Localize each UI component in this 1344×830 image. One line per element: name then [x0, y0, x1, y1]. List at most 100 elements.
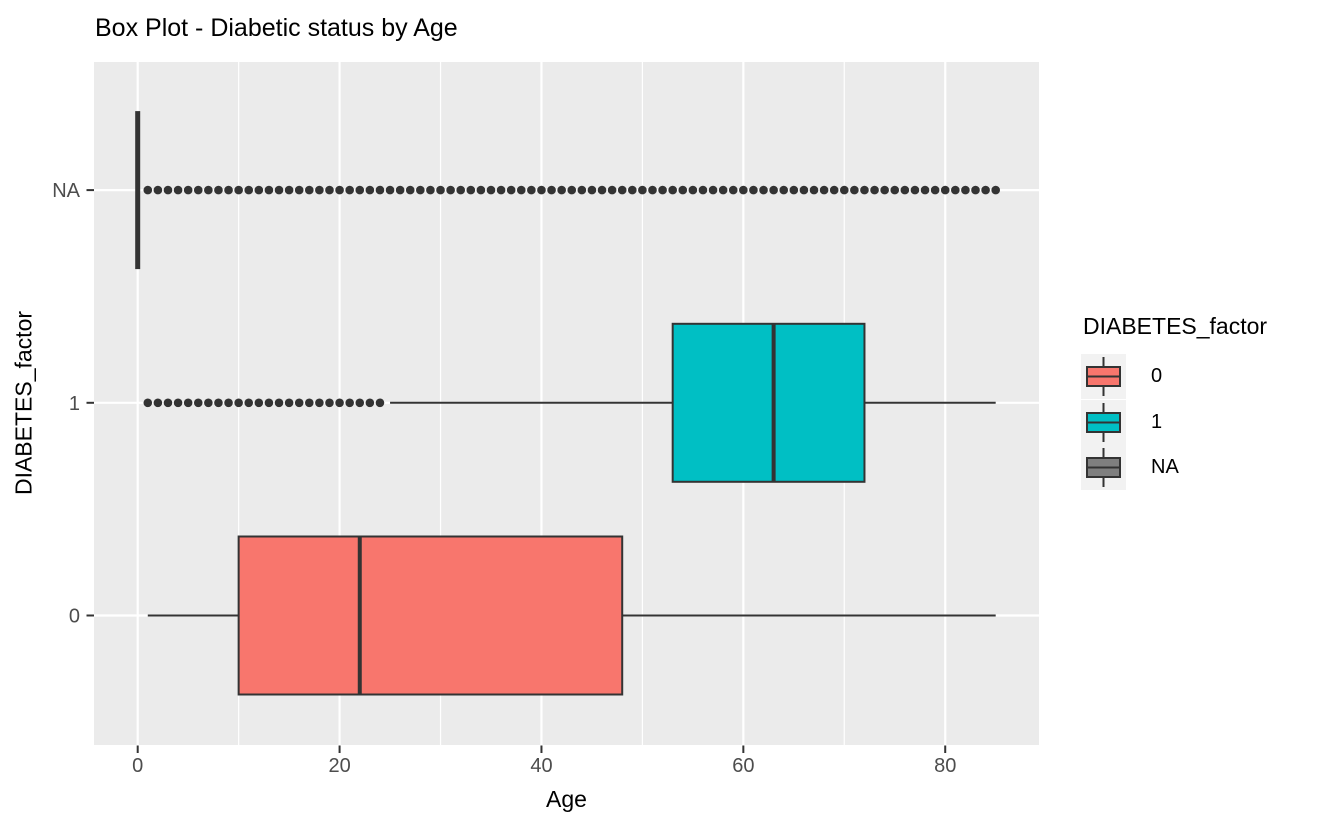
outlier-point	[890, 185, 900, 195]
outlier-point	[173, 185, 183, 195]
outlier-point	[315, 185, 324, 195]
outlier-point	[466, 185, 476, 195]
outlier-point	[345, 398, 354, 408]
outlier-point	[971, 185, 980, 195]
outlier-point	[668, 185, 677, 195]
outlier-point	[728, 185, 738, 195]
outlier-point	[607, 185, 617, 195]
outlier-point	[789, 185, 799, 195]
outlier-point	[516, 185, 526, 195]
legend: DIABETES_factor 0 1	[1060, 313, 1344, 491]
outlier-point	[819, 185, 829, 195]
outlier-point	[688, 185, 698, 195]
outlier-point	[254, 185, 264, 195]
outlier-point	[577, 185, 587, 195]
outlier-point	[214, 398, 223, 408]
boxplot-key-icon	[1081, 354, 1126, 400]
outlier-point	[193, 185, 203, 195]
outlier-point	[981, 185, 990, 195]
outlier-point	[315, 398, 324, 408]
outlier-point	[617, 185, 627, 195]
x-tick-label: 60	[732, 755, 754, 777]
outlier-point	[708, 185, 718, 195]
x-tick-label: 40	[530, 755, 552, 777]
outlier-point	[153, 185, 163, 195]
outlier-point	[375, 185, 385, 195]
outlier-point	[557, 185, 566, 195]
outlier-point	[234, 398, 243, 408]
outlier-point	[274, 398, 284, 408]
outlier-point	[769, 185, 778, 195]
outlier-point	[375, 398, 385, 408]
outlier-point	[335, 398, 344, 408]
outlier-point	[365, 185, 375, 195]
outlier-point	[799, 185, 809, 195]
outlier-point	[961, 185, 970, 195]
outlier-point	[325, 398, 334, 408]
outlier-point	[325, 185, 334, 195]
outlier-point	[426, 185, 435, 195]
outlier-point	[870, 185, 879, 195]
outlier-point	[638, 185, 647, 195]
outlier-point	[304, 185, 314, 195]
outlier-point	[214, 185, 223, 195]
y-tick-label: NA	[52, 180, 80, 202]
outlier-point	[537, 185, 546, 195]
outlier-point	[587, 185, 597, 195]
x-tick-label: 0	[132, 755, 143, 777]
plot-title: Box Plot - Diabetic status by Age	[95, 14, 458, 42]
y-tick-label: 0	[69, 606, 80, 628]
outlier-point	[234, 185, 243, 195]
legend-entry-1: 1	[1081, 399, 1344, 446]
outlier-point	[345, 185, 354, 195]
outlier-point	[436, 185, 445, 195]
outlier-point	[405, 185, 415, 195]
outlier-point	[355, 398, 365, 408]
outlier-point	[476, 185, 486, 195]
outlier-point	[284, 185, 294, 195]
outlier-point	[860, 185, 869, 195]
x-tick-label: 80	[934, 755, 956, 777]
outlier-point	[940, 185, 950, 195]
outlier-point	[809, 185, 819, 195]
outlier-point	[486, 185, 496, 195]
box-1	[671, 322, 866, 483]
outlier-point	[456, 185, 466, 195]
outlier-point	[294, 398, 304, 408]
outlier-point	[224, 398, 233, 408]
outlier-point	[648, 185, 657, 195]
outlier-point	[850, 185, 859, 195]
legend-entries: 0 1 NA	[1081, 354, 1344, 491]
outlier-point	[547, 185, 556, 195]
outlier-point	[274, 185, 284, 195]
outlier-point	[628, 185, 637, 195]
outlier-point	[416, 185, 425, 195]
legend-title: DIABETES_factor	[1083, 313, 1268, 339]
outlier-point	[304, 398, 314, 408]
outlier-point	[244, 185, 254, 195]
outlier-point	[204, 185, 213, 195]
outlier-point	[335, 185, 344, 195]
outlier-point	[991, 185, 1000, 195]
outlier-point	[910, 185, 920, 195]
outlier-point	[698, 185, 708, 195]
outlier-point	[930, 185, 940, 195]
outlier-point	[183, 185, 193, 195]
outlier-point	[254, 398, 264, 408]
x-tick-label: 20	[328, 755, 350, 777]
outlier-point	[153, 398, 163, 408]
outlier-point	[779, 185, 789, 195]
outlier-point	[143, 185, 153, 195]
outlier-point	[173, 398, 183, 408]
y-tick-label: 1	[69, 393, 80, 415]
outlier-point	[880, 185, 889, 195]
outlier-point	[244, 398, 254, 408]
outlier-point	[920, 185, 930, 195]
outlier-point	[506, 185, 516, 195]
outlier-point	[294, 185, 304, 195]
boxplot-key-icon	[1081, 445, 1126, 491]
outlier-point	[749, 185, 758, 195]
outlier-point	[900, 185, 910, 195]
